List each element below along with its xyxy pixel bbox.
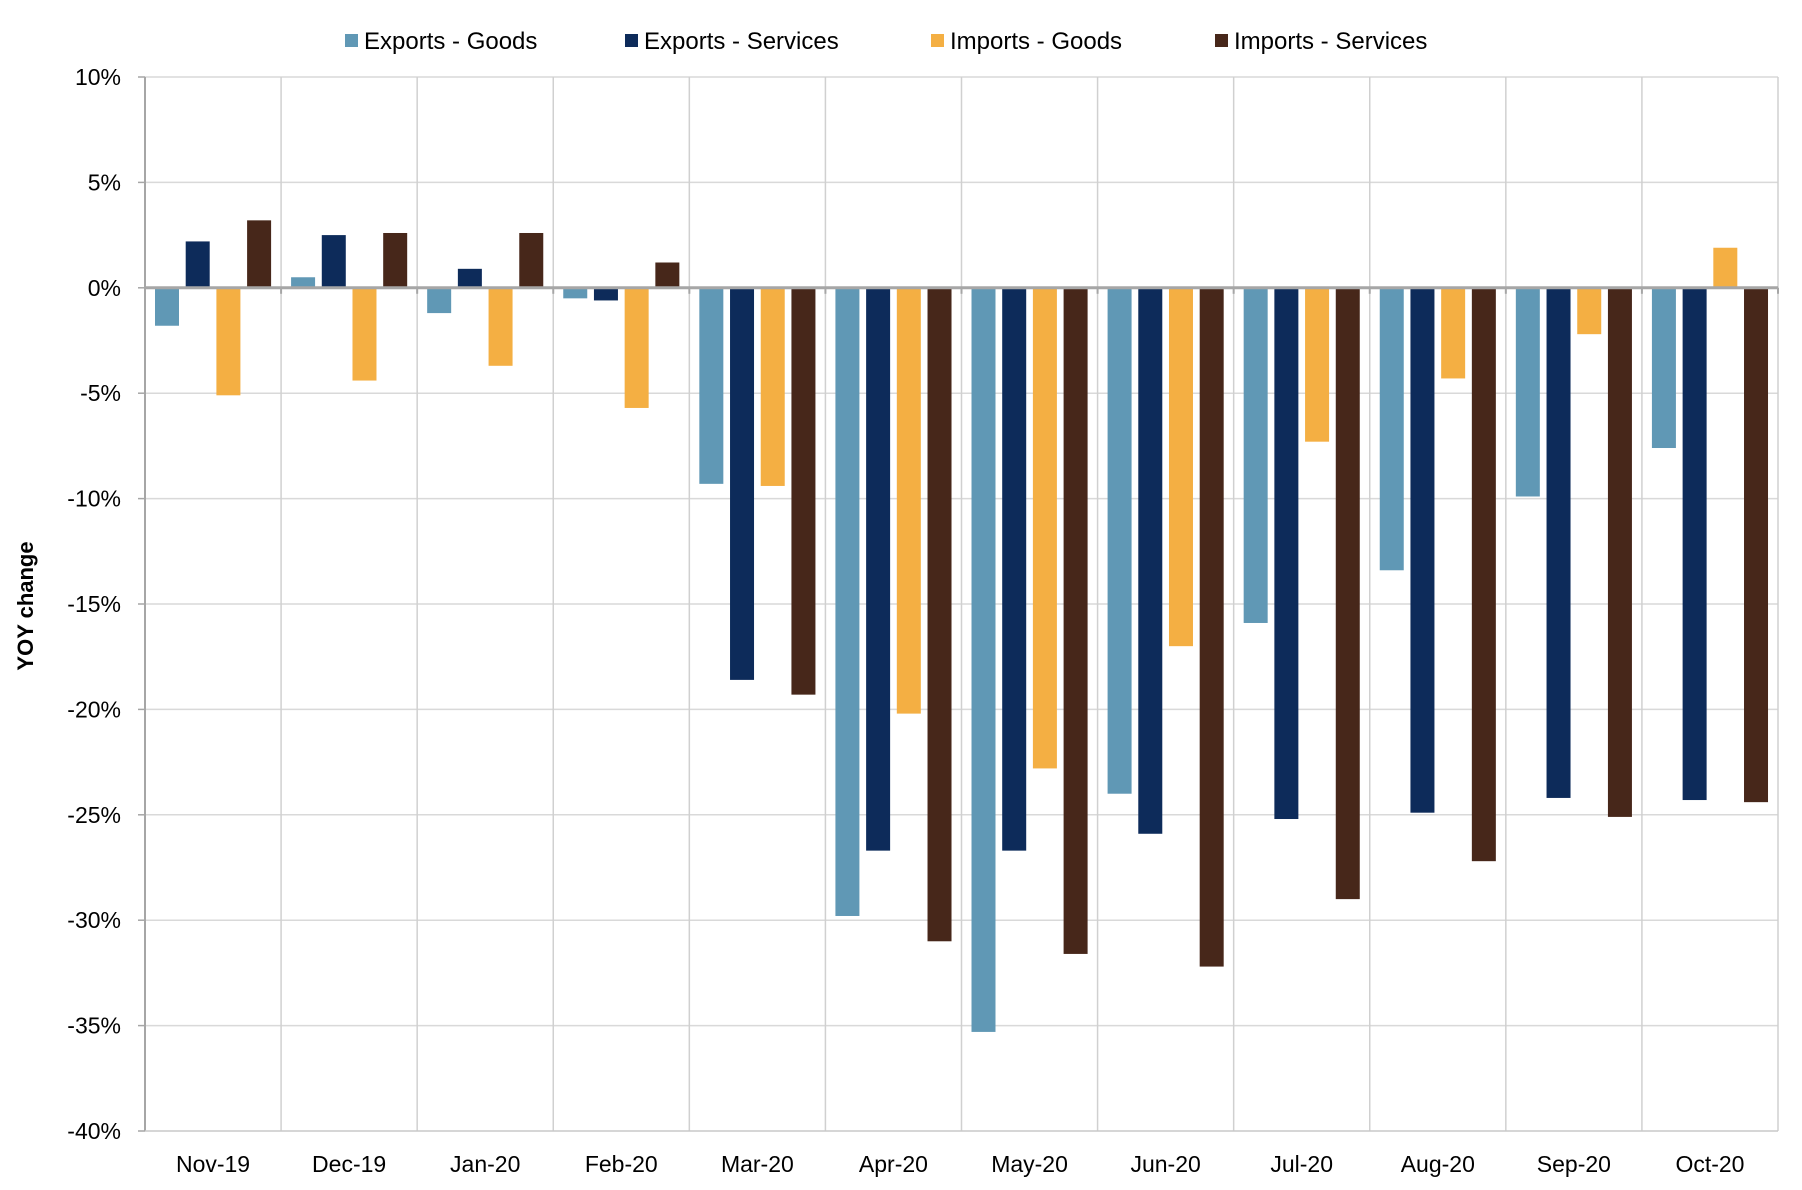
bar-exports-goods-dec-19	[291, 277, 316, 288]
x-tick-label: Oct-20	[1675, 1151, 1744, 1177]
axes	[144, 77, 1779, 1132]
bar-exports-services-sep-20	[1546, 287, 1571, 798]
bar-imports-services-feb-20	[655, 262, 680, 288]
legend-swatch	[931, 34, 944, 47]
bar-exports-goods-jul-20	[1243, 287, 1268, 623]
bar-imports-services-may-20	[1063, 287, 1088, 954]
bar-imports-goods-jun-20	[1168, 287, 1193, 647]
y-tick-label: -25%	[67, 802, 121, 828]
y-axis-ticks: 10% 5% 0% -5% -10% -15% -20% -25% -30% -35% -40%	[67, 64, 145, 1144]
legend-swatch	[345, 34, 358, 47]
bar-exports-services-may-20	[1002, 287, 1027, 851]
bar-imports-services-sep-20	[1607, 287, 1632, 817]
bar-imports-services-jan-20	[519, 232, 544, 288]
bar-exports-services-apr-20	[866, 287, 891, 851]
y-tick-label: -15%	[67, 591, 121, 617]
bars	[155, 220, 1769, 1032]
bar-imports-goods-dec-19	[352, 287, 377, 381]
bar-exports-goods-aug-20	[1379, 287, 1404, 571]
bar-exports-goods-may-20	[971, 287, 996, 1032]
bar-imports-services-jun-20	[1199, 287, 1224, 967]
legend: Exports - Goods Exports - Services Imports…	[345, 28, 1427, 55]
bar-imports-goods-nov-19	[216, 287, 241, 396]
bar-imports-goods-mar-20	[760, 287, 785, 486]
bar-imports-services-nov-19	[247, 220, 272, 288]
bar-exports-goods-jan-20	[427, 287, 452, 314]
x-tick-label: Aug-20	[1401, 1151, 1475, 1177]
bar-imports-goods-apr-20	[896, 287, 921, 714]
bar-exports-services-dec-19	[321, 235, 346, 288]
bar-exports-goods-feb-20	[563, 287, 588, 299]
y-tick-label: -35%	[67, 1013, 121, 1039]
x-tick-label: Nov-19	[176, 1151, 250, 1177]
legend-item: Exports - Goods	[345, 28, 537, 55]
legend-swatch	[1215, 34, 1228, 47]
x-tick-label: Apr-20	[859, 1151, 928, 1177]
legend-label: Exports - Goods	[364, 28, 537, 55]
legend-label: Imports - Goods	[950, 28, 1122, 55]
bar-exports-services-mar-20	[730, 287, 755, 680]
bar-exports-services-nov-19	[185, 241, 210, 288]
bar-imports-goods-jul-20	[1305, 287, 1330, 442]
legend-label: Imports - Services	[1234, 28, 1427, 55]
bar-imports-services-apr-20	[927, 287, 952, 942]
bar-exports-services-jun-20	[1138, 287, 1163, 834]
bar-imports-services-oct-20	[1744, 287, 1769, 803]
x-tick-label: Sep-20	[1537, 1151, 1611, 1177]
bar-exports-services-oct-20	[1682, 287, 1707, 801]
bar-exports-goods-mar-20	[699, 287, 724, 484]
legend-swatch	[625, 34, 638, 47]
bar-exports-services-feb-20	[593, 287, 618, 301]
bar-imports-services-aug-20	[1471, 287, 1496, 862]
legend-item: Imports - Goods	[931, 28, 1122, 55]
x-tick-label: Jan-20	[450, 1151, 520, 1177]
y-tick-label: -10%	[67, 486, 121, 512]
bar-imports-goods-may-20	[1032, 287, 1057, 769]
y-tick-label: 10%	[75, 64, 121, 90]
bar-exports-goods-apr-20	[835, 287, 860, 916]
bar-imports-services-dec-19	[383, 232, 408, 288]
x-tick-label: Jul-20	[1270, 1151, 1333, 1177]
legend-item: Exports - Services	[625, 28, 839, 55]
bar-imports-services-jul-20	[1335, 287, 1360, 900]
bar-exports-goods-jun-20	[1107, 287, 1132, 794]
bar-exports-services-aug-20	[1410, 287, 1435, 813]
bar-imports-goods-sep-20	[1577, 287, 1602, 335]
x-tick-label: Jun-20	[1130, 1151, 1200, 1177]
y-tick-label: 0%	[88, 275, 121, 301]
gridlines	[145, 76, 1779, 1131]
x-tick-label: May-20	[991, 1151, 1068, 1177]
y-tick-label: 5%	[88, 169, 121, 195]
bar-imports-goods-aug-20	[1441, 287, 1466, 379]
x-tick-label: Feb-20	[585, 1151, 658, 1177]
x-tick-label: Dec-19	[312, 1151, 386, 1177]
bar-exports-goods-sep-20	[1515, 287, 1540, 497]
bar-exports-services-jul-20	[1274, 287, 1299, 820]
x-axis-labels: Nov-19 Dec-19 Jan-20 Feb-20 Mar-20 Apr-20 May-…	[176, 1151, 1745, 1177]
bar-exports-goods-nov-19	[155, 287, 179, 326]
bar-exports-goods-oct-20	[1651, 287, 1676, 449]
bar-exports-services-jan-20	[457, 268, 482, 288]
x-tick-label: Mar-20	[721, 1151, 794, 1177]
y-tick-label: -40%	[67, 1118, 121, 1144]
y-tick-label: -20%	[67, 696, 121, 722]
bar-imports-goods-feb-20	[624, 287, 649, 408]
y-tick-label: -30%	[67, 907, 121, 933]
legend-label: Exports - Services	[644, 28, 839, 55]
y-tick-label: -5%	[80, 380, 121, 406]
legend-item: Imports - Services	[1215, 28, 1427, 55]
y-axis-title: YOY change	[13, 541, 38, 670]
bar-imports-services-mar-20	[791, 287, 816, 695]
bar-imports-goods-jan-20	[488, 287, 513, 366]
bar-imports-goods-oct-20	[1713, 247, 1738, 288]
